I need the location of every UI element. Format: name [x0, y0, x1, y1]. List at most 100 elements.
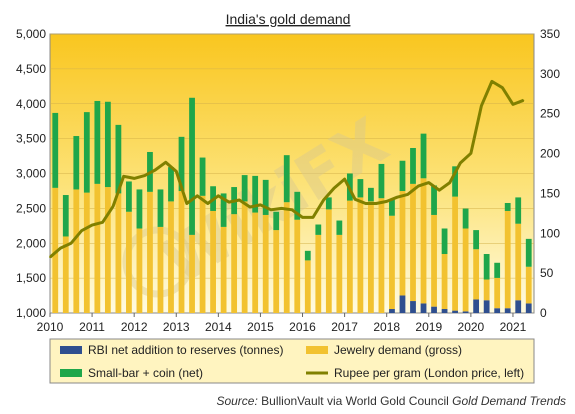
x-axis-tick-label: 2019	[415, 320, 442, 334]
rupee-price-point	[207, 202, 209, 205]
bar-jewelry	[199, 195, 206, 313]
legend-label-rbi: RBI net addition to reserves (tonnes)	[88, 343, 283, 357]
bar-small-bar-coin	[441, 228, 448, 255]
bar-jewelry	[357, 197, 364, 313]
bar-small-bar-coin	[431, 185, 437, 215]
left-axis-tick-label: 3,000	[16, 167, 46, 181]
bar-small-bar-coin	[494, 262, 501, 278]
bar-small-bar-coin	[410, 147, 416, 184]
right-axis-tick-label: 350	[540, 27, 560, 41]
right-axis-tick-label: 200	[540, 147, 560, 161]
rupee-price-point	[249, 206, 251, 208]
bar-small-bar-coin	[262, 179, 269, 215]
bar-rbi	[462, 311, 469, 313]
source-prefix: Source:	[216, 394, 257, 408]
rupee-price-point	[280, 207, 283, 210]
bar-small-bar-coin	[452, 166, 458, 197]
bar-jewelry	[399, 191, 406, 296]
x-axis-tick-label: 2013	[163, 320, 190, 334]
bar-rbi	[452, 310, 458, 313]
right-axis-tick-label: 250	[540, 107, 560, 121]
left-axis-tick-label: 5,000	[16, 27, 46, 41]
x-axis-tick-label: 2012	[121, 320, 148, 334]
bar-jewelry	[262, 214, 269, 313]
rupee-price-point	[333, 187, 335, 189]
rupee-price-point	[459, 162, 462, 164]
right-axis-tick-label: 50	[540, 266, 554, 280]
bar-small-bar-coin	[525, 238, 532, 267]
rupee-price-point	[228, 201, 230, 203]
rupee-price-line	[49, 79, 525, 259]
rupee-price-point	[501, 86, 504, 89]
legend-box	[49, 338, 535, 384]
legend-swatch-rbi	[60, 346, 82, 354]
x-axis-tick-label: 2017	[331, 320, 358, 334]
rupee-price-point	[522, 99, 525, 102]
right-axis: 0 50 100 150 200 250 300 350	[540, 27, 560, 320]
rupee-price-point	[259, 204, 262, 206]
bar-jewelry	[483, 279, 490, 301]
rupee-price-point	[175, 170, 178, 173]
bar-rbi	[525, 303, 532, 313]
rupee-price-point	[480, 105, 483, 107]
bar-small-bar-coin	[399, 160, 406, 192]
rupee-price-point	[291, 208, 293, 211]
left-axis: 1,000 1,500 2,000 2,500 3,000 3,500 4,000 4,500…	[16, 27, 46, 320]
rupee-price-point	[91, 224, 93, 226]
bar-series	[52, 97, 532, 313]
left-axis-tick-label: 1,500	[16, 271, 46, 285]
rupee-price-point	[385, 200, 388, 203]
x-axis-tick-label: 2010	[37, 320, 64, 334]
bar-small-bar-coin	[241, 175, 248, 202]
bar-small-bar-coin	[462, 208, 469, 229]
bar-jewelry	[210, 210, 216, 313]
rupee-price-point	[375, 202, 377, 205]
bar-rbi	[441, 309, 448, 313]
bar-jewelry	[473, 249, 480, 300]
bar-jewelry	[431, 214, 437, 307]
bar-small-bar-coin	[157, 189, 164, 227]
chart-title: India's gold demand	[226, 11, 351, 27]
legend-label-barcoin: Small-bar + coin (net)	[88, 366, 203, 380]
legend: RBI net addition to reserves (tonnes) Je…	[49, 338, 535, 384]
bar-small-bar-coin	[283, 155, 290, 203]
bar-jewelry	[73, 189, 80, 313]
rupee-price-point	[427, 181, 430, 184]
bar-jewelry	[494, 277, 501, 309]
rupee-price-point	[80, 229, 83, 232]
bar-jewelry	[241, 201, 248, 313]
bar-jewelry	[252, 212, 259, 313]
bar-small-bar-coin	[73, 136, 80, 190]
bar-small-bar-coin	[115, 124, 122, 194]
rupee-price-point	[112, 205, 114, 208]
bar-small-bar-coin	[357, 179, 364, 198]
legend-label-jewelry: Jewelry demand (gross)	[334, 343, 462, 357]
rupee-price-point	[512, 103, 514, 106]
bar-jewelry	[420, 178, 427, 304]
bar-jewelry	[325, 209, 332, 313]
bar-small-bar-coin	[325, 197, 332, 210]
source-note: Source: BullionVault via World Gold Coun…	[216, 394, 566, 408]
rupee-price-point	[343, 178, 346, 180]
bar-small-bar-coin	[315, 224, 322, 235]
bar-small-bar-coin	[168, 167, 174, 202]
bar-rbi	[515, 300, 522, 313]
bar-rbi	[431, 306, 437, 313]
rupee-price-point	[122, 175, 125, 178]
bar-small-bar-coin	[104, 101, 111, 188]
bar-jewelry	[304, 260, 311, 313]
bar-rbi	[410, 301, 416, 313]
legend-swatch-jewelry	[306, 346, 328, 354]
left-axis-tick-label: 4,000	[16, 97, 46, 111]
right-axis-tick-label: 100	[540, 226, 560, 240]
x-axis-tick-label: 2011	[79, 320, 105, 334]
rupee-price-point	[270, 208, 272, 211]
bar-jewelry	[220, 226, 227, 313]
bar-small-bar-coin	[252, 175, 259, 213]
bar-small-bar-coin	[62, 195, 69, 237]
bar-small-bar-coin	[178, 136, 185, 192]
rupee-price-point	[364, 202, 367, 205]
rupee-price-point	[301, 216, 304, 219]
bar-rbi	[483, 300, 490, 313]
bar-jewelry	[115, 193, 122, 313]
